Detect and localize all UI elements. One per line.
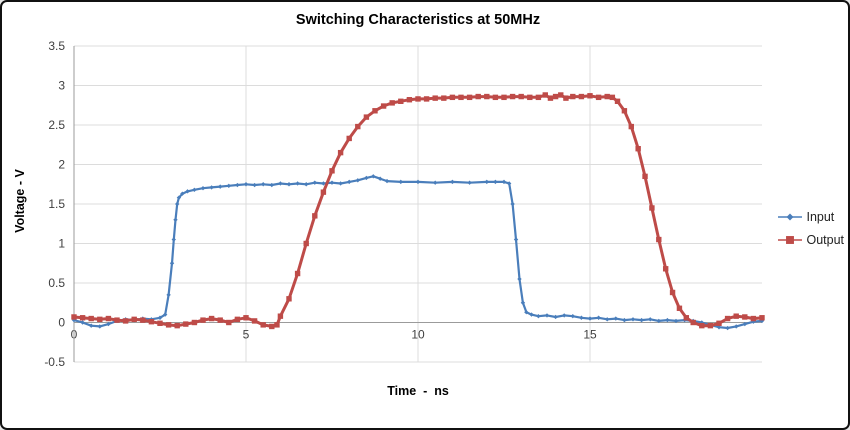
svg-text:3: 3 [58,79,65,93]
svg-text:0.5: 0.5 [48,276,65,290]
svg-text:1.5: 1.5 [48,197,65,211]
svg-text:15: 15 [583,328,597,342]
svg-text:1: 1 [58,237,65,251]
x-axis-title: Time - ns [387,384,449,398]
svg-text:5: 5 [243,328,250,342]
legend-label-output: Output [806,233,844,247]
svg-text:10: 10 [411,328,425,342]
svg-text:3.5: 3.5 [48,39,65,53]
svg-text:2: 2 [58,158,65,172]
svg-text:0: 0 [58,316,65,330]
output-series-marker-icon [778,236,803,244]
legend-label-input: Input [806,210,835,224]
svg-text:-0.5: -0.5 [44,355,65,369]
svg-text:2.5: 2.5 [48,118,65,132]
input-series-marker-icon [778,213,803,221]
legend-item-output: Output [777,233,844,247]
y-axis-title: Voltage - V [13,169,27,233]
legend-item-input: Input [777,210,844,224]
legend: Input Output [777,210,844,247]
chart-title: Switching Characteristics at 50MHz [295,12,541,28]
